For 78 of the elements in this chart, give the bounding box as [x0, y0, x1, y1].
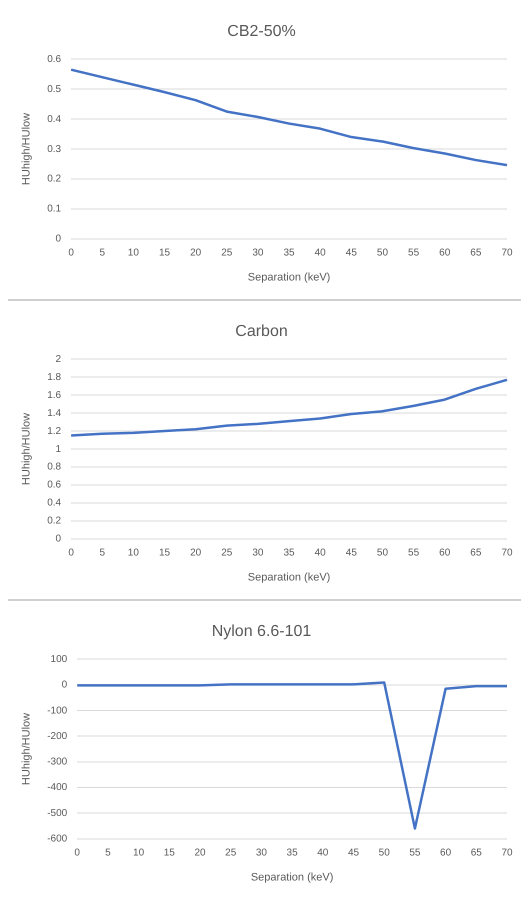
y-tick-label: 100 [50, 654, 68, 665]
x-tick-label: 55 [408, 248, 420, 259]
x-tick-label: 40 [314, 548, 326, 559]
y-tick-label: 0.4 [47, 114, 62, 125]
x-tick-label: 30 [256, 848, 268, 859]
x-axis-title: Separation (keV) [248, 271, 330, 284]
chart-title: Carbon [235, 323, 288, 340]
y-axis-title: HUhigh/HUlow [20, 112, 33, 186]
x-tick-label: 35 [286, 848, 298, 859]
x-tick-label: 70 [501, 548, 513, 559]
x-tick-label: 25 [225, 848, 237, 859]
x-tick-label: 40 [317, 848, 329, 859]
x-tick-label: 40 [314, 248, 326, 259]
y-tick-label: 0.2 [47, 174, 62, 185]
x-tick-label: 15 [158, 248, 171, 259]
x-tick-label: 5 [99, 248, 106, 259]
x-tick-label: 55 [409, 848, 421, 859]
y-tick-label: 0 [56, 534, 62, 545]
x-tick-label: 60 [439, 548, 451, 559]
x-tick-label: 10 [133, 848, 145, 859]
y-tick-label: 0.1 [47, 204, 62, 215]
y-tick-label: 0.6 [47, 54, 62, 65]
x-tick-label: 65 [470, 248, 482, 259]
x-tick-label: 10 [128, 548, 140, 559]
x-tick-label: 45 [346, 548, 358, 559]
x-tick-label: 50 [376, 248, 388, 259]
x-tick-label: 55 [408, 548, 420, 559]
y-tick-label: -600 [47, 834, 68, 845]
x-tick-label: 50 [378, 848, 390, 859]
x-tick-label: 5 [105, 848, 112, 859]
y-tick-label: 0.8 [47, 462, 62, 473]
y-tick-label: 0 [56, 234, 62, 245]
x-tick-label: 25 [221, 548, 233, 559]
y-tick-label: -400 [47, 782, 68, 794]
chart-title: Nylon 6.6-101 [212, 623, 312, 640]
x-tick-label: 15 [158, 548, 171, 559]
y-tick-label: 0.4 [47, 498, 62, 509]
x-tick-label: 20 [190, 248, 202, 259]
y-tick-label: 1.6 [47, 390, 62, 401]
x-tick-label: 15 [164, 848, 176, 859]
y-tick-label: 0.6 [47, 480, 62, 491]
x-tick-label: 10 [128, 248, 140, 259]
x-axis-title: Separation (keV) [248, 571, 330, 584]
y-tick-label: 1.4 [47, 408, 62, 419]
x-tick-label: 45 [346, 248, 358, 259]
y-tick-label: 0.3 [47, 144, 62, 155]
x-tick-label: 35 [283, 248, 296, 259]
x-axis-title: Separation (keV) [250, 871, 334, 884]
x-tick-label: 60 [439, 248, 451, 259]
y-tick-label: 2 [56, 354, 62, 365]
chart-title: CB2-50% [227, 23, 296, 40]
y-tick-label: 1.8 [47, 372, 62, 383]
y-axis-title: HUhigh/HUlow [20, 412, 33, 486]
x-tick-label: 65 [470, 548, 482, 559]
y-tick-label: 1 [56, 444, 62, 455]
x-tick-label: 70 [501, 248, 513, 259]
y-tick-label: -500 [47, 808, 68, 819]
x-tick-label: 20 [194, 848, 206, 859]
x-tick-label: 65 [470, 848, 482, 859]
y-tick-label: 0.5 [47, 84, 62, 95]
x-tick-label: 60 [440, 848, 452, 859]
x-tick-label: 25 [221, 248, 233, 259]
y-tick-label: -300 [47, 756, 68, 768]
y-tick-label: -200 [47, 730, 68, 742]
y-tick-label: -100 [47, 705, 68, 716]
x-tick-label: 0 [74, 848, 80, 859]
x-tick-label: 70 [501, 848, 513, 859]
y-axis-title: HUhigh/HUlow [20, 712, 33, 786]
y-tick-label: 0.2 [47, 516, 62, 527]
y-tick-label: 0 [62, 680, 68, 691]
x-tick-label: 50 [376, 548, 388, 559]
x-tick-label: 45 [348, 848, 360, 859]
x-tick-label: 30 [252, 548, 264, 559]
y-tick-label: 1.2 [47, 426, 62, 437]
x-tick-label: 5 [99, 548, 106, 559]
x-tick-label: 30 [252, 248, 264, 259]
x-tick-label: 20 [190, 548, 202, 559]
x-tick-label: 35 [283, 548, 296, 559]
